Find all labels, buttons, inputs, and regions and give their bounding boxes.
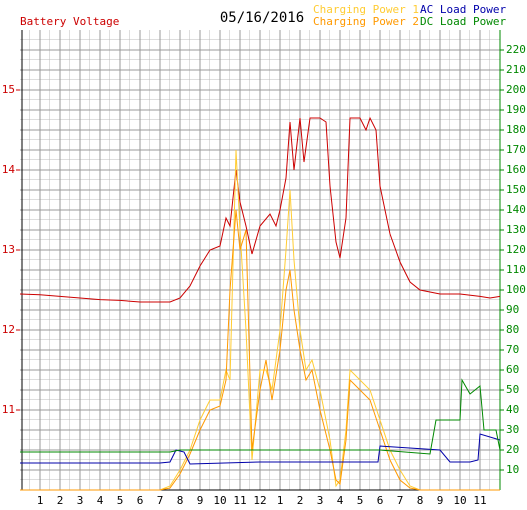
x-tick-label: 6: [377, 494, 384, 507]
series-line: [20, 209, 500, 491]
y-tick-label: 11: [2, 403, 15, 416]
y2-tick-label: 210: [506, 63, 526, 76]
x-tick-label: 4: [97, 494, 104, 507]
legend-entry: Charging Power 1: [313, 3, 419, 16]
x-tick-label: 5: [357, 494, 364, 507]
x-tick-label: 1: [37, 494, 44, 507]
chart-title: 05/16/2016: [220, 10, 304, 26]
x-tick-label: 1: [277, 494, 284, 507]
y2-tick-label: 60: [506, 363, 519, 376]
x-tick-label: 7: [157, 494, 164, 507]
y-tick-label: 13: [2, 243, 15, 256]
x-tick-label: 3: [77, 494, 84, 507]
y-tick-label: 12: [2, 323, 15, 336]
y2-tick-label: 200: [506, 83, 526, 96]
y-tick-label: 14: [2, 163, 16, 176]
x-tick-label: 6: [137, 494, 144, 507]
y2-tick-label: 140: [506, 203, 526, 216]
y2-tick-label: 190: [506, 103, 526, 116]
y-tick-label: 15: [2, 83, 15, 96]
series-line: [20, 378, 501, 455]
y2-tick-label: 20: [506, 443, 519, 456]
y2-tick-label: 160: [506, 163, 526, 176]
legend-entry: Charging Power 2: [313, 15, 419, 28]
x-tick-label: 5: [117, 494, 124, 507]
x-tick-label: 8: [417, 494, 424, 507]
y2-tick-label: 150: [506, 183, 526, 196]
series-line: [20, 149, 500, 491]
y2-tick-label: 100: [506, 283, 526, 296]
x-tick-label: 9: [437, 494, 444, 507]
x-tick-label: 2: [57, 494, 64, 507]
y2-tick-label: 220: [506, 43, 526, 56]
legend-entry: DC Load Power: [420, 15, 506, 28]
legend-entry: AC Load Power: [420, 3, 506, 16]
y2-tick-label: 40: [506, 403, 519, 416]
series-line: [19, 116, 501, 303]
x-tick-label: 7: [397, 494, 404, 507]
y2-tick-label: 110: [506, 263, 526, 276]
x-tick-label: 11: [473, 494, 486, 507]
x-tick-label: 10: [213, 494, 226, 507]
y2-tick-label: 80: [506, 323, 519, 336]
y2-tick-label: 10: [506, 463, 519, 476]
x-tick-label: 12: [253, 494, 266, 507]
series-line: [20, 433, 501, 465]
x-tick-label: 3: [317, 494, 324, 507]
x-tick-label: 10: [453, 494, 466, 507]
y2-tick-label: 120: [506, 243, 526, 256]
y2-tick-label: 30: [506, 423, 519, 436]
y2-tick-label: 170: [506, 143, 526, 156]
y-axis-title: Battery Voltage: [20, 15, 119, 28]
x-tick-label: 8: [177, 494, 184, 507]
y2-tick-label: 70: [506, 343, 519, 356]
x-tick-label: 11: [233, 494, 246, 507]
y2-tick-label: 130: [506, 223, 526, 236]
y2-tick-label: 50: [506, 383, 519, 396]
y2-tick-label: 90: [506, 303, 519, 316]
x-tick-label: 4: [337, 494, 344, 507]
x-tick-label: 9: [197, 494, 204, 507]
y2-tick-label: 180: [506, 123, 526, 136]
x-tick-label: 2: [297, 494, 304, 507]
